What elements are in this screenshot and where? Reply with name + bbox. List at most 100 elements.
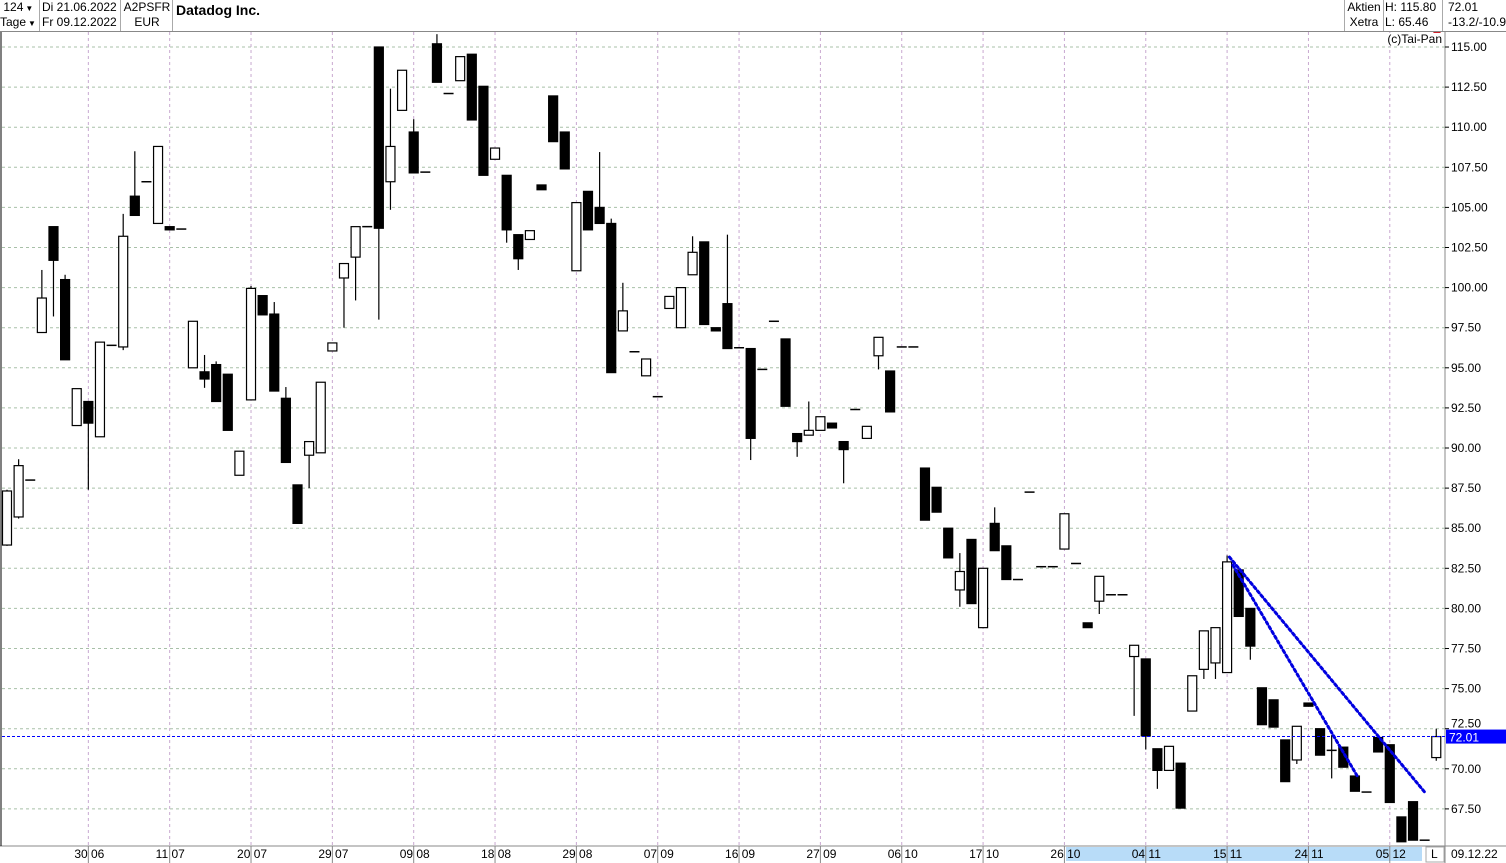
candle: [1396, 816, 1407, 843]
exchange: Xetra: [1349, 15, 1379, 29]
candle-body: [664, 295, 675, 310]
candle-body: [548, 95, 559, 143]
x-tick-label: 30 06: [74, 847, 104, 861]
period-count-dropdown[interactable]: 124 ▼: [0, 0, 39, 15]
x-tick-label: 11 07: [156, 847, 185, 861]
candle: [675, 287, 687, 329]
candle-body: [118, 235, 129, 348]
candle-body: [83, 400, 94, 424]
candle-body: [1303, 702, 1314, 707]
candle-body: [826, 422, 838, 429]
candle-body: [1268, 699, 1279, 728]
candle: [1001, 545, 1012, 581]
candle: [1268, 699, 1279, 728]
candle-body: [71, 388, 82, 427]
candle: [664, 295, 675, 310]
date-to[interactable]: Fr 09.12.2022: [42, 15, 117, 29]
candle-body: [211, 363, 222, 403]
candle: [338, 262, 350, 328]
x-tick-label: 20 07: [237, 847, 267, 861]
y-tick-label: 90.00: [1451, 441, 1481, 455]
candle-body: [675, 287, 687, 329]
candle-body: [536, 184, 547, 191]
candle: [245, 285, 257, 401]
x-axis: 30 06 11 07 20 07 29 07 09 08 18 08 29 08 07 09…: [74, 846, 1406, 863]
candle: [1349, 775, 1361, 792]
candle-body: [338, 262, 350, 279]
candle-body: [780, 338, 791, 407]
candle: [1175, 762, 1186, 809]
candle: [199, 354, 210, 388]
candle-body: [292, 484, 303, 524]
candle: [94, 341, 106, 438]
x-tick-label: 06 10: [888, 847, 918, 861]
candle-body: [489, 147, 501, 160]
date-from[interactable]: Di 21.06.2022: [42, 0, 117, 14]
candle-body: [606, 222, 617, 374]
candle-body: [13, 465, 24, 518]
candle: [1314, 728, 1326, 756]
price-info: 72.01 -13.2/-10.9: [1446, 0, 1506, 31]
candle: [385, 88, 396, 210]
date-range: Di 21.06.2022 Fr 09.12.2022: [40, 0, 121, 31]
period-unit-dropdown[interactable]: Tage ▼: [0, 15, 39, 30]
candle-body: [1163, 745, 1175, 772]
candle-body: [187, 320, 199, 369]
y-tick-label: 85.00: [1451, 521, 1481, 535]
candle-body: [792, 432, 803, 443]
candle-body: [722, 303, 733, 350]
candle: [966, 538, 977, 605]
scale-mode[interactable]: L: [1431, 847, 1438, 861]
candle: [722, 234, 733, 350]
y-tick-label: 105.00: [1451, 200, 1488, 214]
candle: [408, 119, 419, 174]
candle-body: [1175, 762, 1186, 809]
candle: [304, 440, 315, 489]
candle-body: [48, 226, 59, 261]
candle: [164, 226, 175, 231]
trendline: [1231, 563, 1359, 778]
candle-body: [815, 416, 826, 431]
candle: [803, 401, 814, 436]
currency: EUR: [134, 15, 160, 29]
candle: [710, 327, 721, 332]
candle-body: [501, 174, 512, 231]
x-tick-label: 05 12: [1376, 847, 1406, 861]
scale-mode-box[interactable]: [1425, 846, 1445, 863]
candle-body: [1407, 801, 1419, 841]
x-tick-label: 04 11: [1132, 847, 1161, 861]
x-tick-label: 16 09: [725, 847, 755, 861]
candle: [455, 56, 466, 82]
instrument-id: A2PSFR EUR: [122, 0, 173, 31]
candle-body: [1338, 746, 1349, 768]
candle: [640, 358, 652, 377]
candle-body: [1210, 627, 1221, 664]
candle-body: [1245, 607, 1256, 647]
candle-body: [222, 373, 233, 431]
candle-body: [699, 241, 710, 326]
candle: [989, 507, 1000, 552]
candle: [1129, 644, 1140, 716]
copyright: (c)Tai-Pan: [1387, 32, 1442, 46]
x-tick-label: 29 07: [318, 847, 348, 861]
candle: [396, 69, 408, 111]
x-tick-label: 07 09: [644, 847, 674, 861]
last-price-label: 72.01: [1449, 731, 1479, 745]
candle: [536, 184, 547, 191]
x-tick-label: 18 08: [481, 847, 511, 861]
x-tick-label: 27 09: [806, 847, 836, 861]
candle-body: [1291, 725, 1302, 761]
candle-body: [478, 85, 489, 176]
candle: [1280, 739, 1291, 783]
trendline: [1227, 555, 1427, 794]
candle: [431, 34, 443, 83]
candle-body: [257, 295, 268, 316]
y-tick-label: 70.00: [1451, 762, 1481, 776]
high-value: H: 115.80: [1385, 0, 1437, 14]
candle: [489, 147, 501, 160]
candle-body: [931, 486, 942, 513]
candle: [118, 213, 129, 351]
candle-body: [269, 313, 280, 392]
candle-body: [873, 336, 884, 357]
y-axis: 67.50 70.00 72.50 75.00 77.50 80.00 82.50 85.00…: [1445, 40, 1488, 816]
